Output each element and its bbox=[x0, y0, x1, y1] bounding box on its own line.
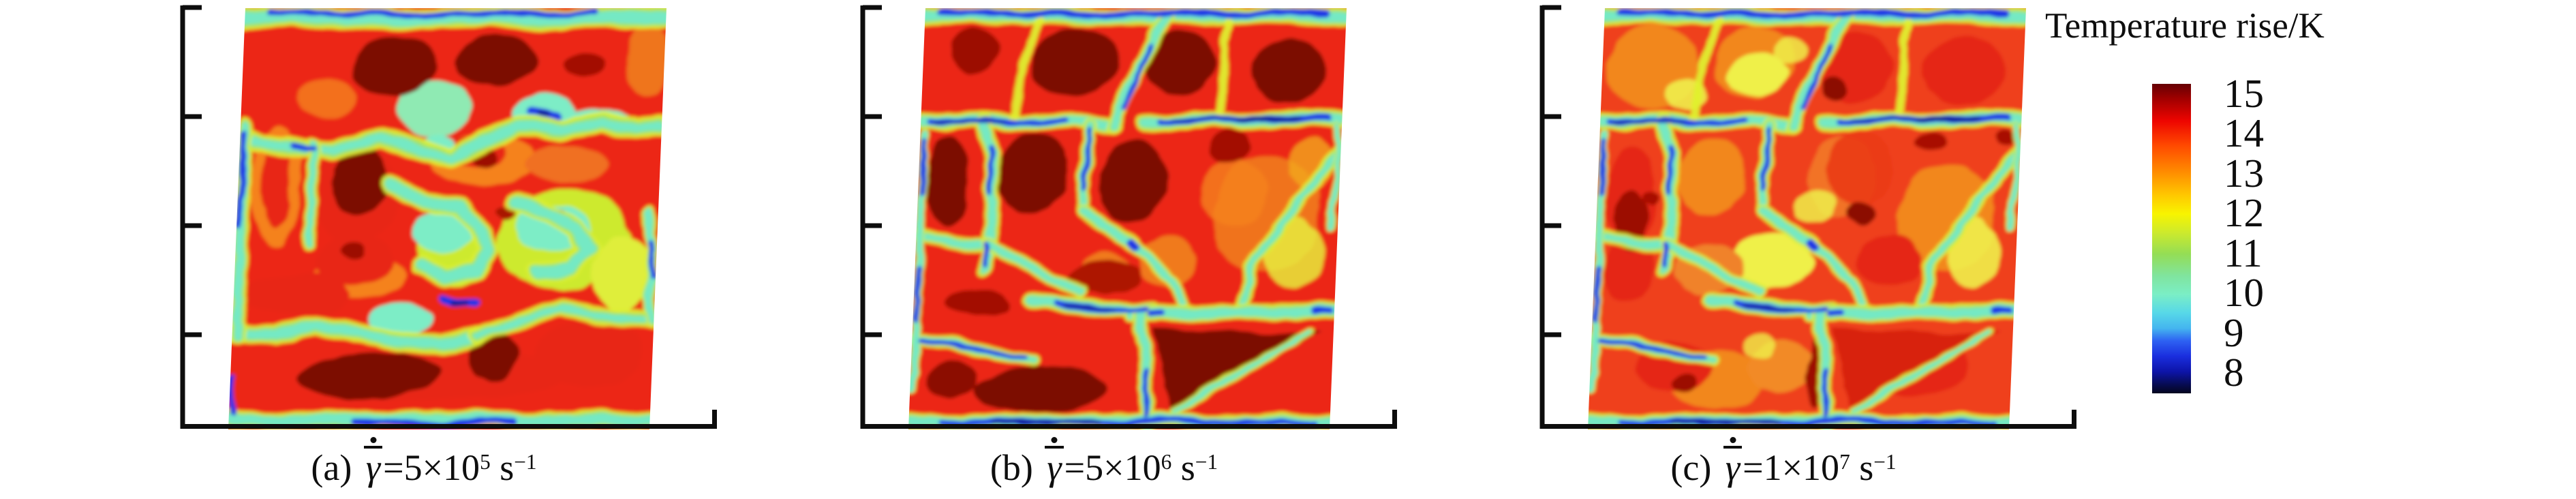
caption-exponent: 5 bbox=[480, 449, 491, 474]
caption-exponent: 6 bbox=[1161, 449, 1172, 474]
gamma-char: γ bbox=[365, 447, 381, 488]
heatmap-c bbox=[1539, 5, 2076, 429]
caption-unit: s bbox=[490, 447, 515, 488]
caption-unit: s bbox=[1171, 447, 1195, 488]
colorbar-tick-label: 10 bbox=[2224, 270, 2264, 315]
axis-frame-c bbox=[1539, 5, 2076, 429]
caption-label: (b) bbox=[990, 447, 1043, 488]
colorbar-tick-label: 14 bbox=[2224, 110, 2264, 155]
colorbar-gradient bbox=[2152, 84, 2191, 393]
heatmap-panel-a: (a) γ=5×105 s−1 bbox=[157, 0, 838, 499]
overdot-icon bbox=[1730, 437, 1736, 443]
heatmap-panel-c: (c) γ=1×107 s−1 bbox=[1516, 0, 2198, 499]
overdot-icon bbox=[370, 437, 376, 443]
gamma-char: γ bbox=[1725, 447, 1741, 488]
colorbar-title: Temperature rise/K bbox=[2045, 6, 2325, 46]
colorbar-tick-label: 11 bbox=[2224, 230, 2263, 275]
caption-label: (a) bbox=[311, 447, 361, 488]
caption-unit-exponent: −1 bbox=[514, 449, 537, 474]
colorbar-tick-label: 9 bbox=[2224, 310, 2244, 355]
caption-b: (b) γ=5×106 s−1 bbox=[837, 437, 1371, 495]
heatmap-panel-b: (b) γ=5×106 s−1 bbox=[837, 0, 1518, 499]
caption-unit: s bbox=[1850, 447, 1874, 488]
colorbar-tick-label: 8 bbox=[2224, 350, 2244, 395]
caption-unit-exponent: −1 bbox=[1873, 449, 1897, 474]
colorbar-tick-label: 12 bbox=[2224, 190, 2264, 235]
caption-a: (a) γ=5×105 s−1 bbox=[157, 437, 691, 495]
colorbar-tick-label: 13 bbox=[2224, 151, 2264, 196]
caption-label: (c) bbox=[1670, 447, 1721, 488]
caption-unit-exponent: −1 bbox=[1195, 449, 1218, 474]
axis-frame-a bbox=[180, 5, 717, 429]
overdot-icon bbox=[1051, 437, 1058, 443]
axis-frame-b bbox=[860, 5, 1397, 429]
gamma-bar-dot-symbol: γ bbox=[1723, 437, 1743, 488]
gamma-bar-dot-symbol: γ bbox=[363, 437, 383, 488]
caption-exponent: 7 bbox=[1839, 449, 1850, 474]
colorbar-tick-label: 15 bbox=[2224, 71, 2264, 116]
gamma-bar-dot-symbol: γ bbox=[1045, 437, 1064, 488]
caption-equation: =5×10 bbox=[1064, 447, 1161, 488]
caption-equation: =5×10 bbox=[383, 447, 480, 488]
heatmap-a bbox=[180, 5, 717, 429]
caption-c: (c) γ=1×107 s−1 bbox=[1516, 437, 2051, 495]
heatmap-b bbox=[860, 5, 1397, 429]
caption-equation: =1×10 bbox=[1743, 447, 1840, 488]
gamma-char: γ bbox=[1047, 447, 1062, 488]
